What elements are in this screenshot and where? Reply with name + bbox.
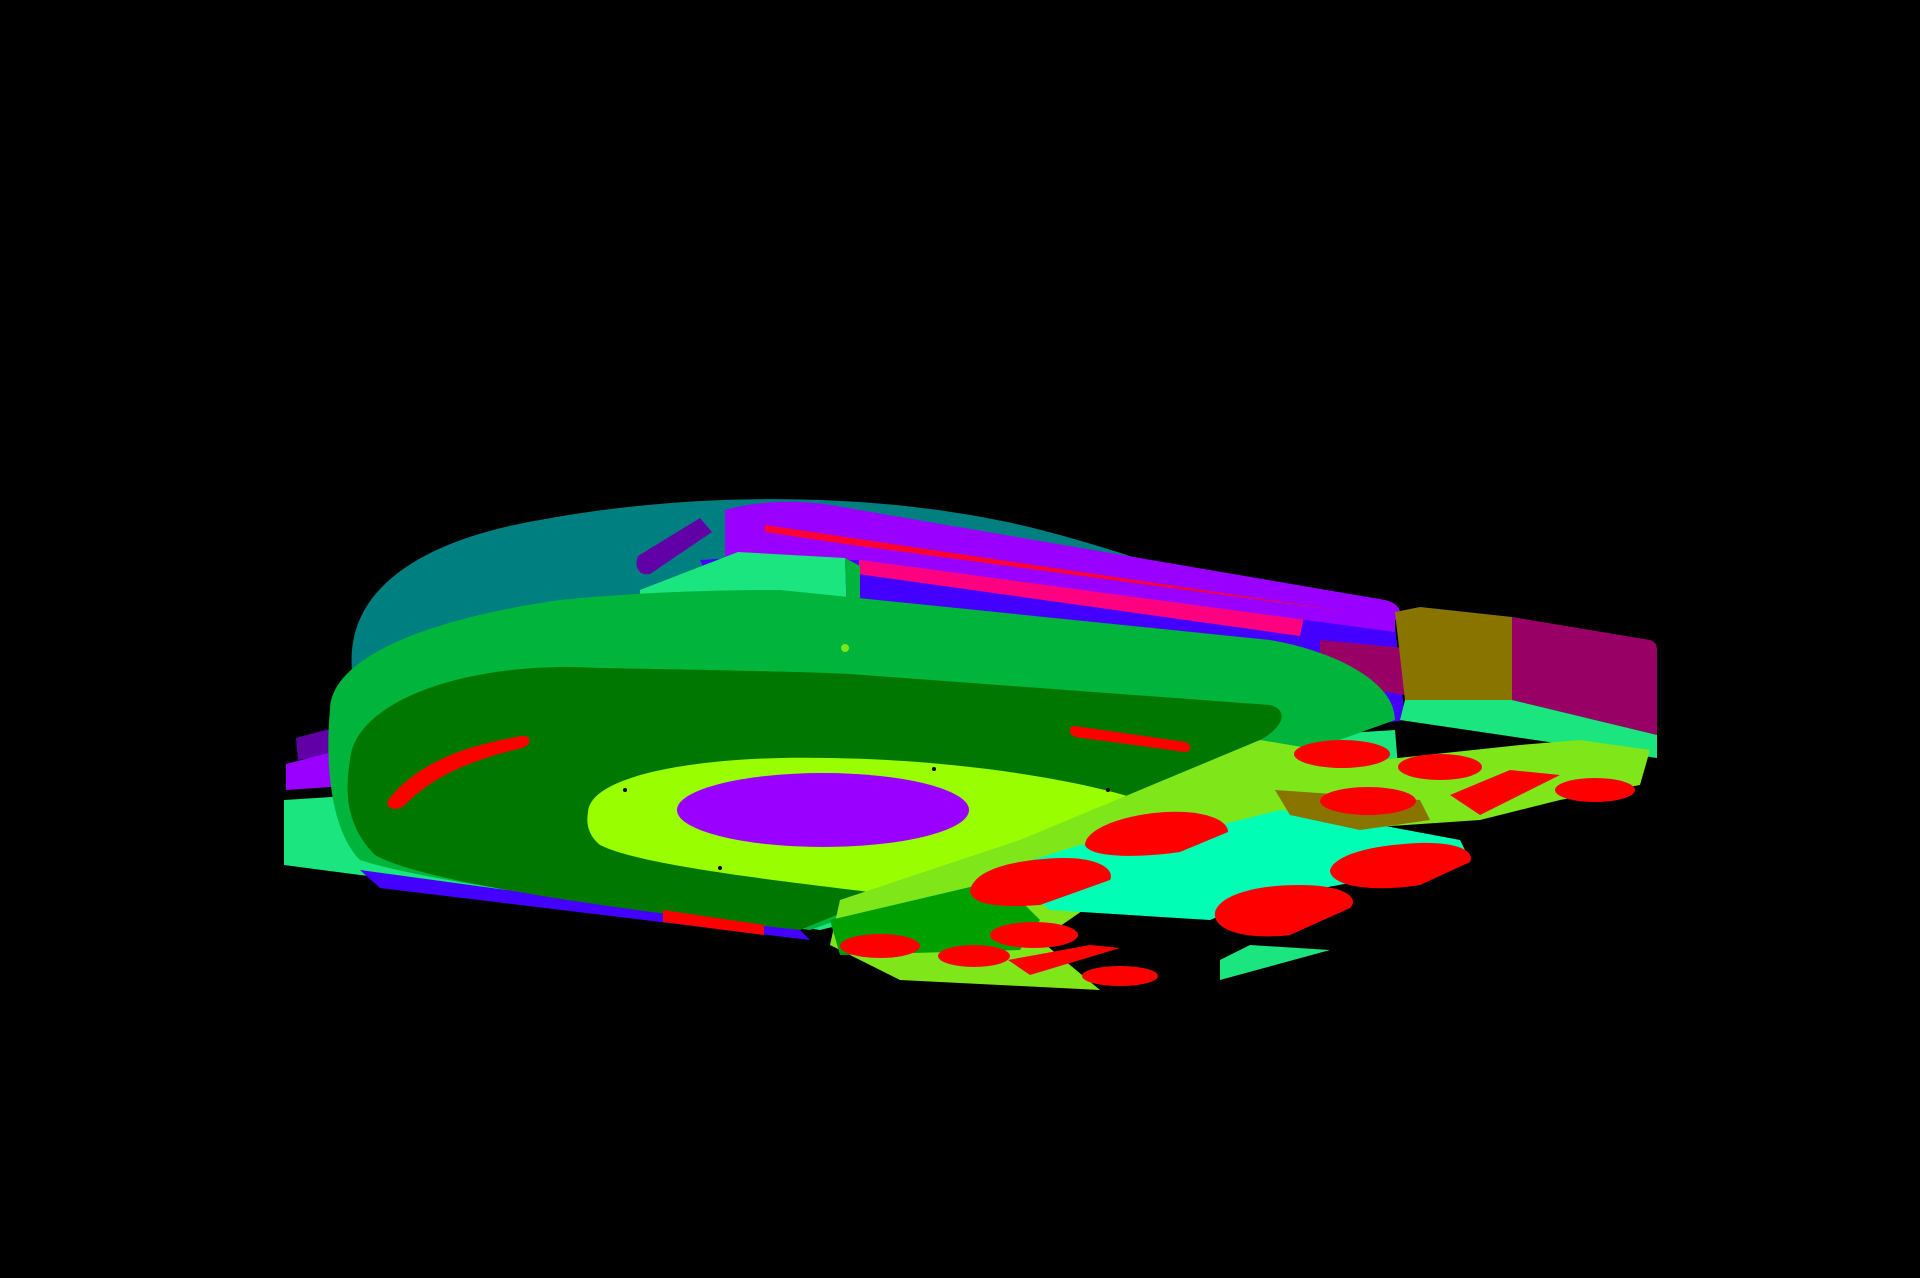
screw-2 [623,788,627,792]
pad-slant-lower [1008,945,1120,975]
slot-left-arc [387,735,530,809]
pad-3 [1320,787,1416,815]
connector-magenta [1512,617,1657,735]
screw-5 [1106,788,1110,792]
connector-olive [1395,607,1512,700]
pad-9 [990,922,1078,948]
pad-6 [970,857,1111,907]
top-rail-purple [730,546,1395,632]
pad-7 [1330,842,1471,889]
pad-4 [1555,778,1635,802]
screw-1 [841,644,849,652]
pad-2 [1398,754,1482,780]
pad-slant [1450,770,1560,815]
pad-8 [1214,885,1353,937]
screw-4 [718,866,722,870]
pad-base-aqua [1000,810,1470,920]
hub-center [677,773,969,847]
slot-right [1069,726,1191,752]
slot-bottom [663,910,764,935]
lower-flat [1220,945,1330,980]
pad-5 [1085,811,1228,856]
top-tab-left [636,518,712,575]
pad-12 [1082,966,1158,986]
screw-3 [932,767,936,771]
pad-1 [1294,740,1390,768]
pad-11 [938,945,1010,967]
pad-10 [840,934,920,958]
